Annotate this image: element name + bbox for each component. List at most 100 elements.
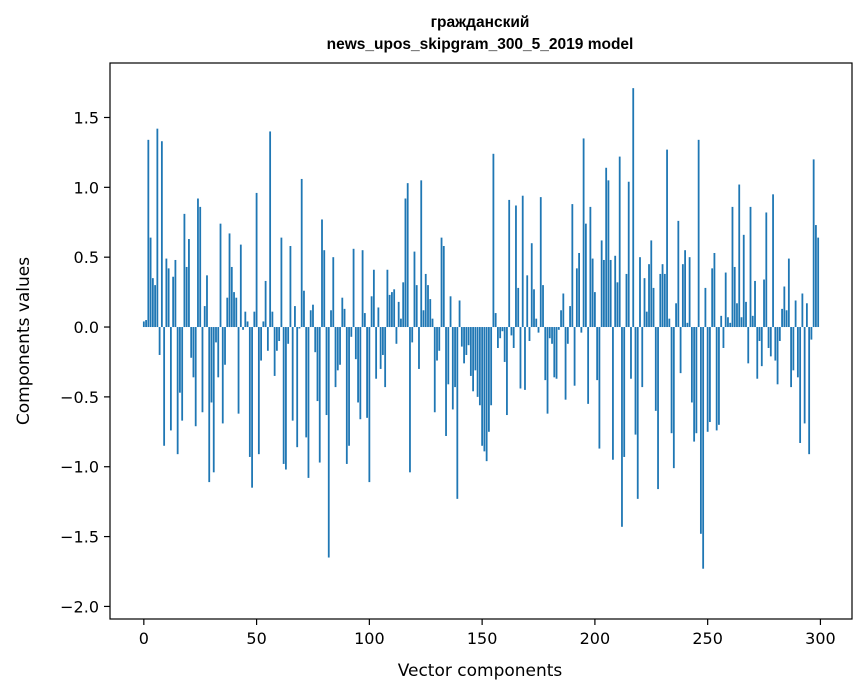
bar-component-272 [756,327,759,379]
bar-component-10 [165,258,168,328]
bar-component-273 [758,327,761,341]
bar-component-79 [321,219,323,328]
bar-component-6 [156,128,159,328]
bar-component-137 [451,327,454,410]
bar-component-125 [424,273,427,328]
bar-component-170 [526,275,529,328]
bar-component-221 [641,327,644,388]
bar-component-274 [760,327,763,367]
bar-component-291 [799,327,802,443]
bar-component-254 [715,327,718,431]
bar-component-66 [291,327,294,421]
bar-component-144 [467,327,470,346]
bar-component-142 [463,327,465,364]
bar-component-147 [474,327,477,371]
bar-component-253 [713,252,716,328]
bar-component-111 [393,289,396,328]
bar-component-255 [718,327,720,425]
bar-component-87 [339,327,341,365]
bar-component-241 [686,322,689,328]
bar-component-154 [490,327,493,406]
bar-component-18 [183,213,186,328]
bar-component-191 [573,327,576,386]
bar-component-218 [634,327,637,435]
bar-component-234 [670,327,673,434]
bar-component-117 [406,183,409,328]
bar-component-229 [659,273,662,328]
bar-component-90 [345,327,348,464]
bar-component-3 [149,237,152,328]
bar-component-75 [312,304,314,328]
bar-component-120 [413,251,416,328]
y-tick-label: 1.5 [74,108,99,127]
bar-component-61 [280,237,283,328]
bar-component-131 [438,327,441,351]
bar-component-266 [742,234,745,328]
bar-component-227 [654,327,657,411]
bar-component-128 [431,318,434,328]
bar-component-151 [483,327,486,452]
x-tick-label: 200 [580,629,611,648]
bar-component-296 [810,327,813,340]
bar-component-9 [163,327,166,446]
bar-component-73 [307,327,310,478]
bar-component-62 [282,327,285,464]
bar-component-264 [738,184,741,328]
bar-component-247 [699,327,702,534]
bar-component-275 [763,279,765,328]
bar-component-109 [388,294,391,328]
bar-component-54 [264,280,267,328]
bar-component-252 [711,268,714,328]
bar-component-1 [145,320,147,328]
bar-component-169 [524,327,526,390]
bar-component-78 [318,327,321,463]
bar-component-122 [418,327,420,369]
bar-component-55 [266,327,269,351]
bar-component-173 [533,289,535,328]
bar-component-35 [221,327,224,424]
bar-component-280 [774,327,777,361]
bar-component-228 [657,327,659,490]
bar-component-57 [271,311,274,328]
bar-component-184 [557,327,560,330]
bar-component-220 [639,257,641,328]
bar-component-130 [436,327,438,361]
bar-component-202 [598,327,601,449]
bar-component-233 [668,318,671,328]
bar-component-165 [515,205,517,328]
y-tick-label: −1.5 [60,528,99,547]
bar-component-258 [724,272,727,328]
bar-component-43 [239,244,242,328]
bar-component-183 [555,327,558,379]
bar-component-63 [285,327,287,470]
bar-component-281 [776,327,779,385]
bar-component-132 [440,237,443,328]
bar-component-256 [720,315,723,328]
bar-component-29 [208,327,211,483]
bar-component-244 [693,327,696,442]
bar-component-93 [352,248,355,328]
bar-component-172 [530,243,533,328]
bar-component-283 [781,308,783,328]
bar-component-49 [253,311,256,328]
bar-component-297 [812,159,815,328]
bar-component-261 [731,206,734,328]
bar-component-153 [487,327,490,432]
bar-component-288 [792,327,795,371]
bar-component-161 [506,327,508,416]
bar-component-163 [510,327,513,336]
bar-component-50 [255,192,258,328]
bar-component-230 [661,264,664,328]
bar-component-103 [375,327,378,379]
bar-component-148 [476,327,479,397]
bar-component-15 [176,327,179,455]
bar-component-42 [237,327,240,414]
bar-component-45 [244,311,247,328]
bar-component-215 [627,181,630,328]
bar-component-289 [794,300,797,328]
bar-component-231 [663,273,666,328]
bar-component-168 [521,195,524,328]
x-tick-label: 0 [139,629,149,648]
bar-component-200 [593,292,596,328]
